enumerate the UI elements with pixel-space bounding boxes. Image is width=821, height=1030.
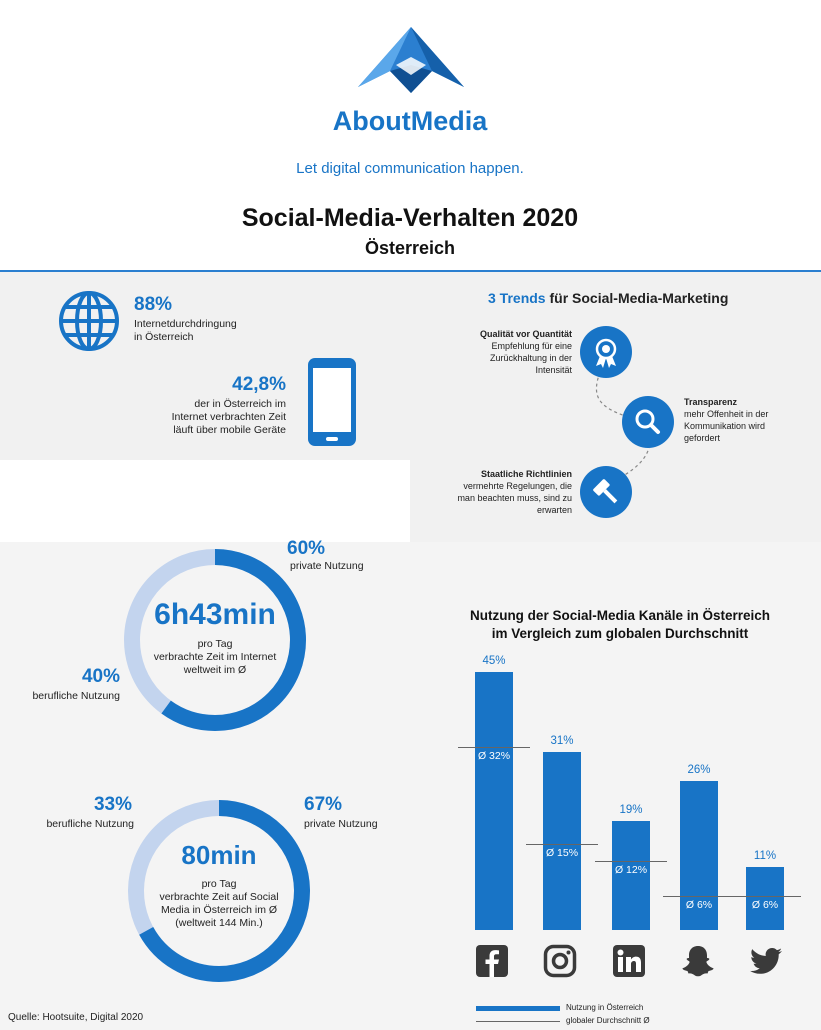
- global-average-line: [595, 861, 667, 863]
- internet-time-donut: [124, 549, 306, 731]
- global-average-label: Ø 6%: [685, 898, 713, 911]
- twitter-icon: [748, 944, 784, 978]
- social-time-line-2: verbrachte Zeit auf Social: [159, 891, 279, 903]
- global-average-line: [526, 844, 598, 845]
- internet-private-label: private Nutzung: [290, 560, 364, 572]
- social-business-pct: 33%: [93, 794, 132, 815]
- internet-time-line-2: verbrachte Zeit im Internet: [153, 651, 277, 663]
- bar-value-label: 31%: [550, 735, 574, 748]
- instagram-icon: [543, 944, 577, 978]
- trend-1-line-3: Intensität: [535, 365, 572, 375]
- social-private-label: private Nutzung: [304, 818, 378, 830]
- social-time-donut: [128, 800, 310, 982]
- bar-instagram: [543, 752, 581, 930]
- page-subtitle: Österreich: [364, 238, 456, 258]
- bar-value-label: 45%: [482, 655, 506, 667]
- trend-2-line-3: gefordert: [684, 433, 721, 443]
- bar-value-label: 11%: [753, 849, 777, 862]
- legend-austria-swatch: [476, 1006, 560, 1011]
- trend-3-title: Staatliche Richtlinien: [480, 469, 572, 479]
- bar-twitter: [746, 866, 784, 930]
- global-average-label: Ø 32%: [477, 749, 511, 762]
- internet-penetration-label-2: in Österreich: [134, 331, 194, 343]
- trend-1-line-1: Empfehlung für eine: [491, 341, 572, 351]
- search-icon: [622, 396, 674, 448]
- global-average-label: Ø 6%: [751, 898, 779, 911]
- legend-global-label: globaler Durchschnitt Ø: [566, 1016, 650, 1025]
- bar-linkedin: [612, 821, 650, 930]
- bar-snapchat: [680, 780, 718, 930]
- internet-donut-private-ring: [124, 549, 306, 731]
- mobile-share-label-3: läuft über mobile Geräte: [173, 424, 286, 436]
- source-note: Quelle: Hootsuite, Digital 2020: [8, 1012, 144, 1023]
- trend-2-line-2: Kommunikation wird: [684, 421, 766, 431]
- smartphone-icon: [306, 356, 358, 448]
- global-average-label: Ø 12%: [614, 864, 648, 877]
- brand-name: AboutMedia: [332, 106, 488, 136]
- mobile-share-value: 42,8%: [232, 374, 286, 395]
- logo: [350, 25, 472, 105]
- global-average-line: [729, 895, 801, 897]
- logo-mark-icon: [358, 27, 464, 93]
- mobile-share-label-1: der in Österreich im: [194, 398, 286, 410]
- page-title: Social-Media-Verhalten 2020: [241, 204, 579, 232]
- trend-2-title: Transparenz: [684, 397, 738, 407]
- gavel-icon: [580, 466, 632, 518]
- snapchat-icon: [680, 944, 716, 978]
- social-private-pct: 67%: [304, 794, 343, 815]
- internet-penetration-value: 88%: [134, 294, 173, 315]
- facebook-icon: [475, 944, 509, 978]
- header-divider: [0, 270, 821, 272]
- internet-time-line-3: weltweit im Ø: [183, 664, 247, 676]
- trend-1-line-2: Zurückhaltung in der: [489, 353, 572, 363]
- linkedin-icon: [612, 944, 646, 978]
- mobile-share-label-2: Internet verbrachten Zeit: [171, 411, 286, 423]
- trend-3-line-2: man beachten muss, sind zu: [457, 493, 572, 503]
- award-icon: [580, 326, 632, 378]
- brand-tagline: Let digital communication happen.: [296, 160, 524, 177]
- trend-1-title: Qualität vor Quantität: [479, 329, 572, 339]
- trend-3-line-3: erwarten: [536, 505, 572, 515]
- trends-title: 3 Trends für Social-Media-Marketing: [488, 290, 788, 306]
- social-time-line-3: Media in Österreich im Ø: [160, 904, 278, 916]
- internet-business-label: berufliche Nutzung: [32, 690, 120, 702]
- trend-2-line-1: mehr Offenheit in der: [684, 409, 769, 419]
- internet-time-line-1: pro Tag: [197, 638, 233, 650]
- trends-title-prefix: 3 Trends: [488, 290, 546, 306]
- chart-title-line-2: im Vergleich zum globalen Durchschnitt: [491, 626, 749, 641]
- social-time-line-1: pro Tag: [201, 878, 237, 890]
- global-average-label: Ø 15%: [545, 847, 579, 859]
- internet-private-pct: 60%: [287, 538, 326, 559]
- social-donut-private-ring: [128, 800, 310, 982]
- social-time-line-4: (weltweit 144 Min.): [175, 917, 263, 929]
- bar-facebook: [475, 672, 513, 930]
- trend-3-line-1: vermehrte Regelungen, die: [463, 481, 572, 491]
- chart-title-line-1: Nutzung der Social-Media Kanäle in Öster…: [469, 608, 771, 623]
- internet-penetration-label-1: Internetdurchdringung: [134, 318, 237, 330]
- social-business-label: berufliche Nutzung: [46, 818, 134, 830]
- globe-icon: [58, 290, 120, 352]
- legend-global-swatch: [476, 1021, 560, 1022]
- legend-austria-label: Nutzung in Österreich: [566, 1003, 644, 1012]
- social-time-value: 80min: [181, 840, 257, 870]
- internet-business-pct: 40%: [81, 666, 120, 687]
- trends-title-suffix: für Social-Media-Marketing: [545, 290, 729, 306]
- internet-time-value: 6h43min: [154, 598, 276, 631]
- bar-value-label: 26%: [687, 763, 711, 776]
- global-average-line: [663, 895, 735, 897]
- bar-value-label: 19%: [619, 804, 643, 817]
- global-average-line: [458, 746, 530, 748]
